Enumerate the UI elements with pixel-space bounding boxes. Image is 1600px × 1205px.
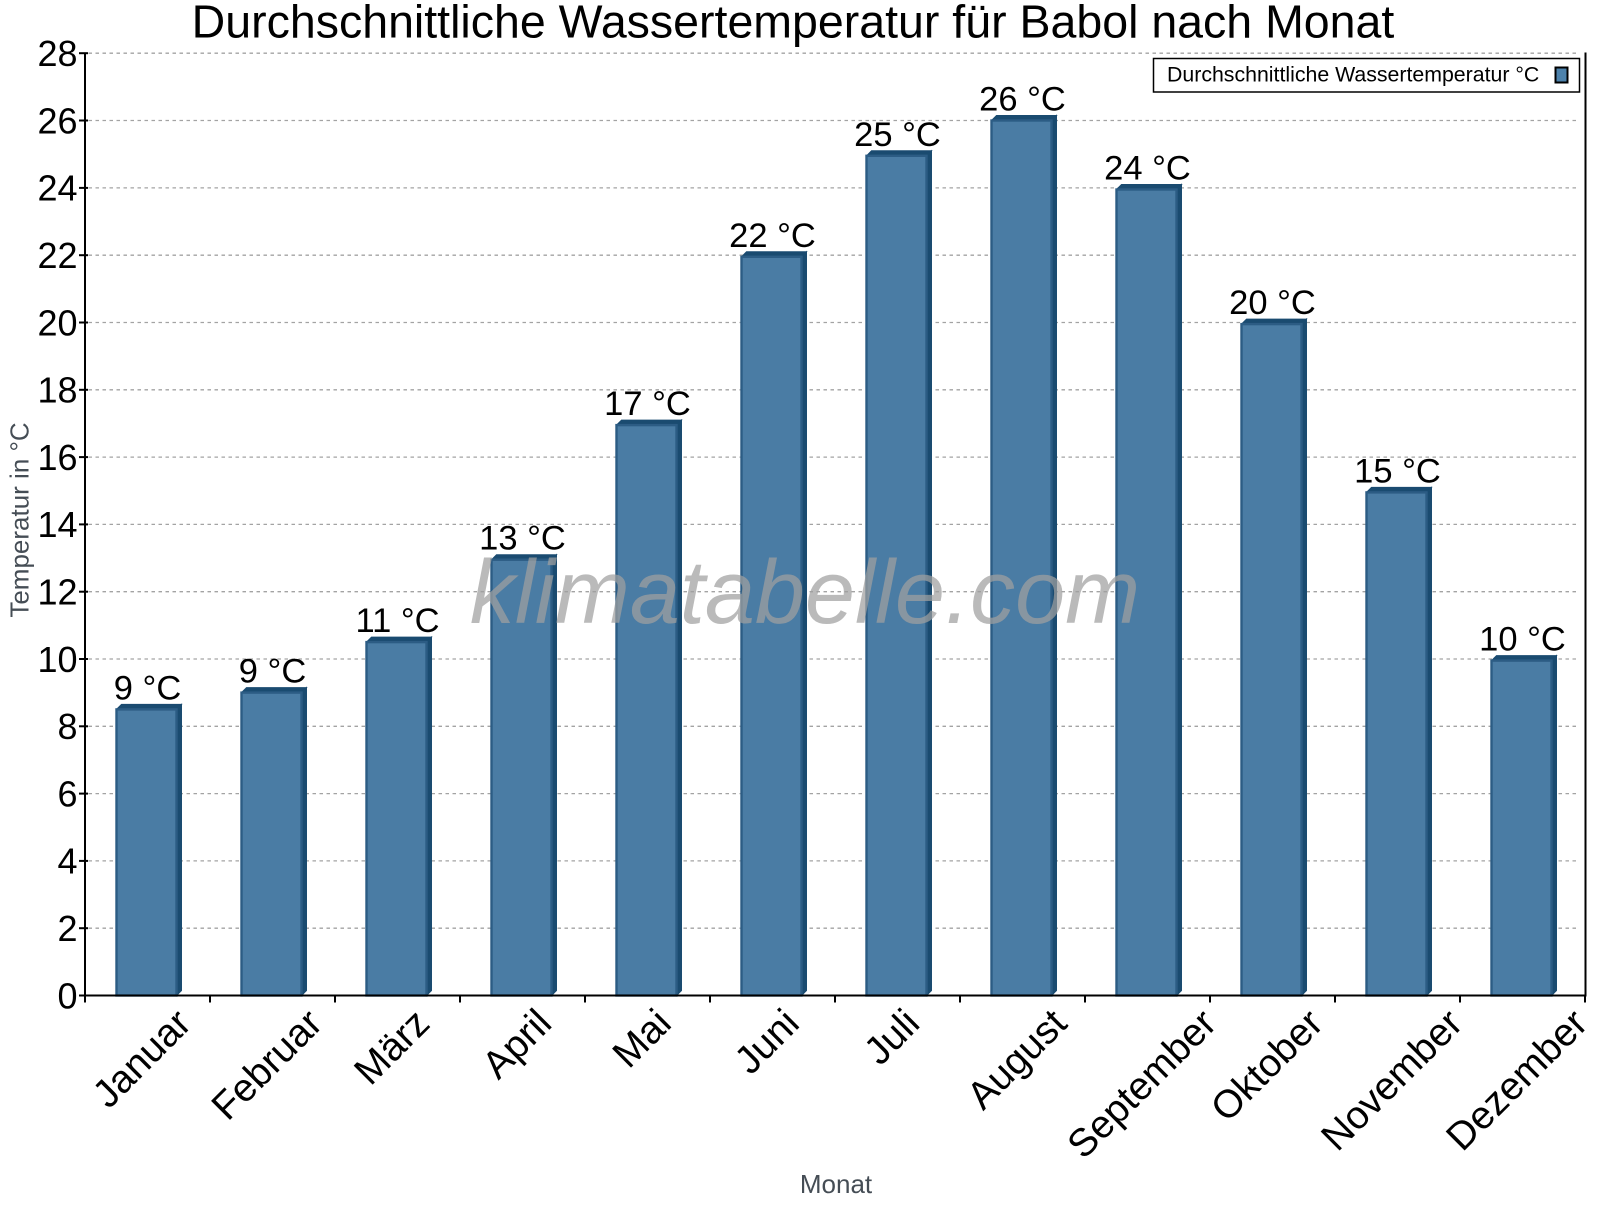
svg-text:2: 2: [57, 908, 77, 949]
svg-text:22: 22: [37, 235, 77, 276]
svg-text:Durchschnittliche Wassertemper: Durchschnittliche Wassertemperatur für B…: [192, 0, 1395, 48]
svg-text:9 °C: 9 °C: [239, 653, 306, 691]
svg-text:10 °C: 10 °C: [1479, 621, 1566, 659]
svg-text:24: 24: [37, 168, 77, 209]
svg-text:15 °C: 15 °C: [1354, 452, 1441, 490]
svg-text:9 °C: 9 °C: [114, 669, 181, 707]
svg-text:Monat: Monat: [800, 1169, 873, 1199]
svg-text:25 °C: 25 °C: [854, 116, 941, 154]
svg-text:17 °C: 17 °C: [604, 385, 691, 423]
svg-text:18: 18: [37, 370, 77, 411]
svg-text:6: 6: [57, 773, 77, 814]
svg-text:11 °C: 11 °C: [355, 602, 439, 640]
svg-text:Temperatur in °C: Temperatur in °C: [4, 422, 34, 617]
svg-text:klimatabelle.com: klimatabelle.com: [470, 543, 1140, 643]
svg-text:20: 20: [37, 302, 77, 343]
svg-text:4: 4: [57, 841, 77, 882]
svg-text:26 °C: 26 °C: [979, 81, 1066, 119]
svg-text:24 °C: 24 °C: [1104, 150, 1191, 188]
svg-text:8: 8: [57, 706, 77, 747]
svg-text:22 °C: 22 °C: [729, 217, 816, 255]
svg-text:0: 0: [57, 975, 77, 1016]
svg-text:10: 10: [37, 639, 77, 680]
svg-text:12: 12: [37, 572, 77, 613]
svg-text:Durchschnittliche Wassertemper: Durchschnittliche Wassertemperatur °C: [1167, 63, 1539, 87]
svg-text:20 °C: 20 °C: [1229, 284, 1316, 322]
svg-text:16: 16: [37, 437, 77, 478]
svg-text:13 °C: 13 °C: [479, 520, 566, 558]
svg-text:28: 28: [37, 33, 77, 74]
svg-text:26: 26: [37, 100, 77, 141]
svg-text:14: 14: [37, 504, 77, 545]
